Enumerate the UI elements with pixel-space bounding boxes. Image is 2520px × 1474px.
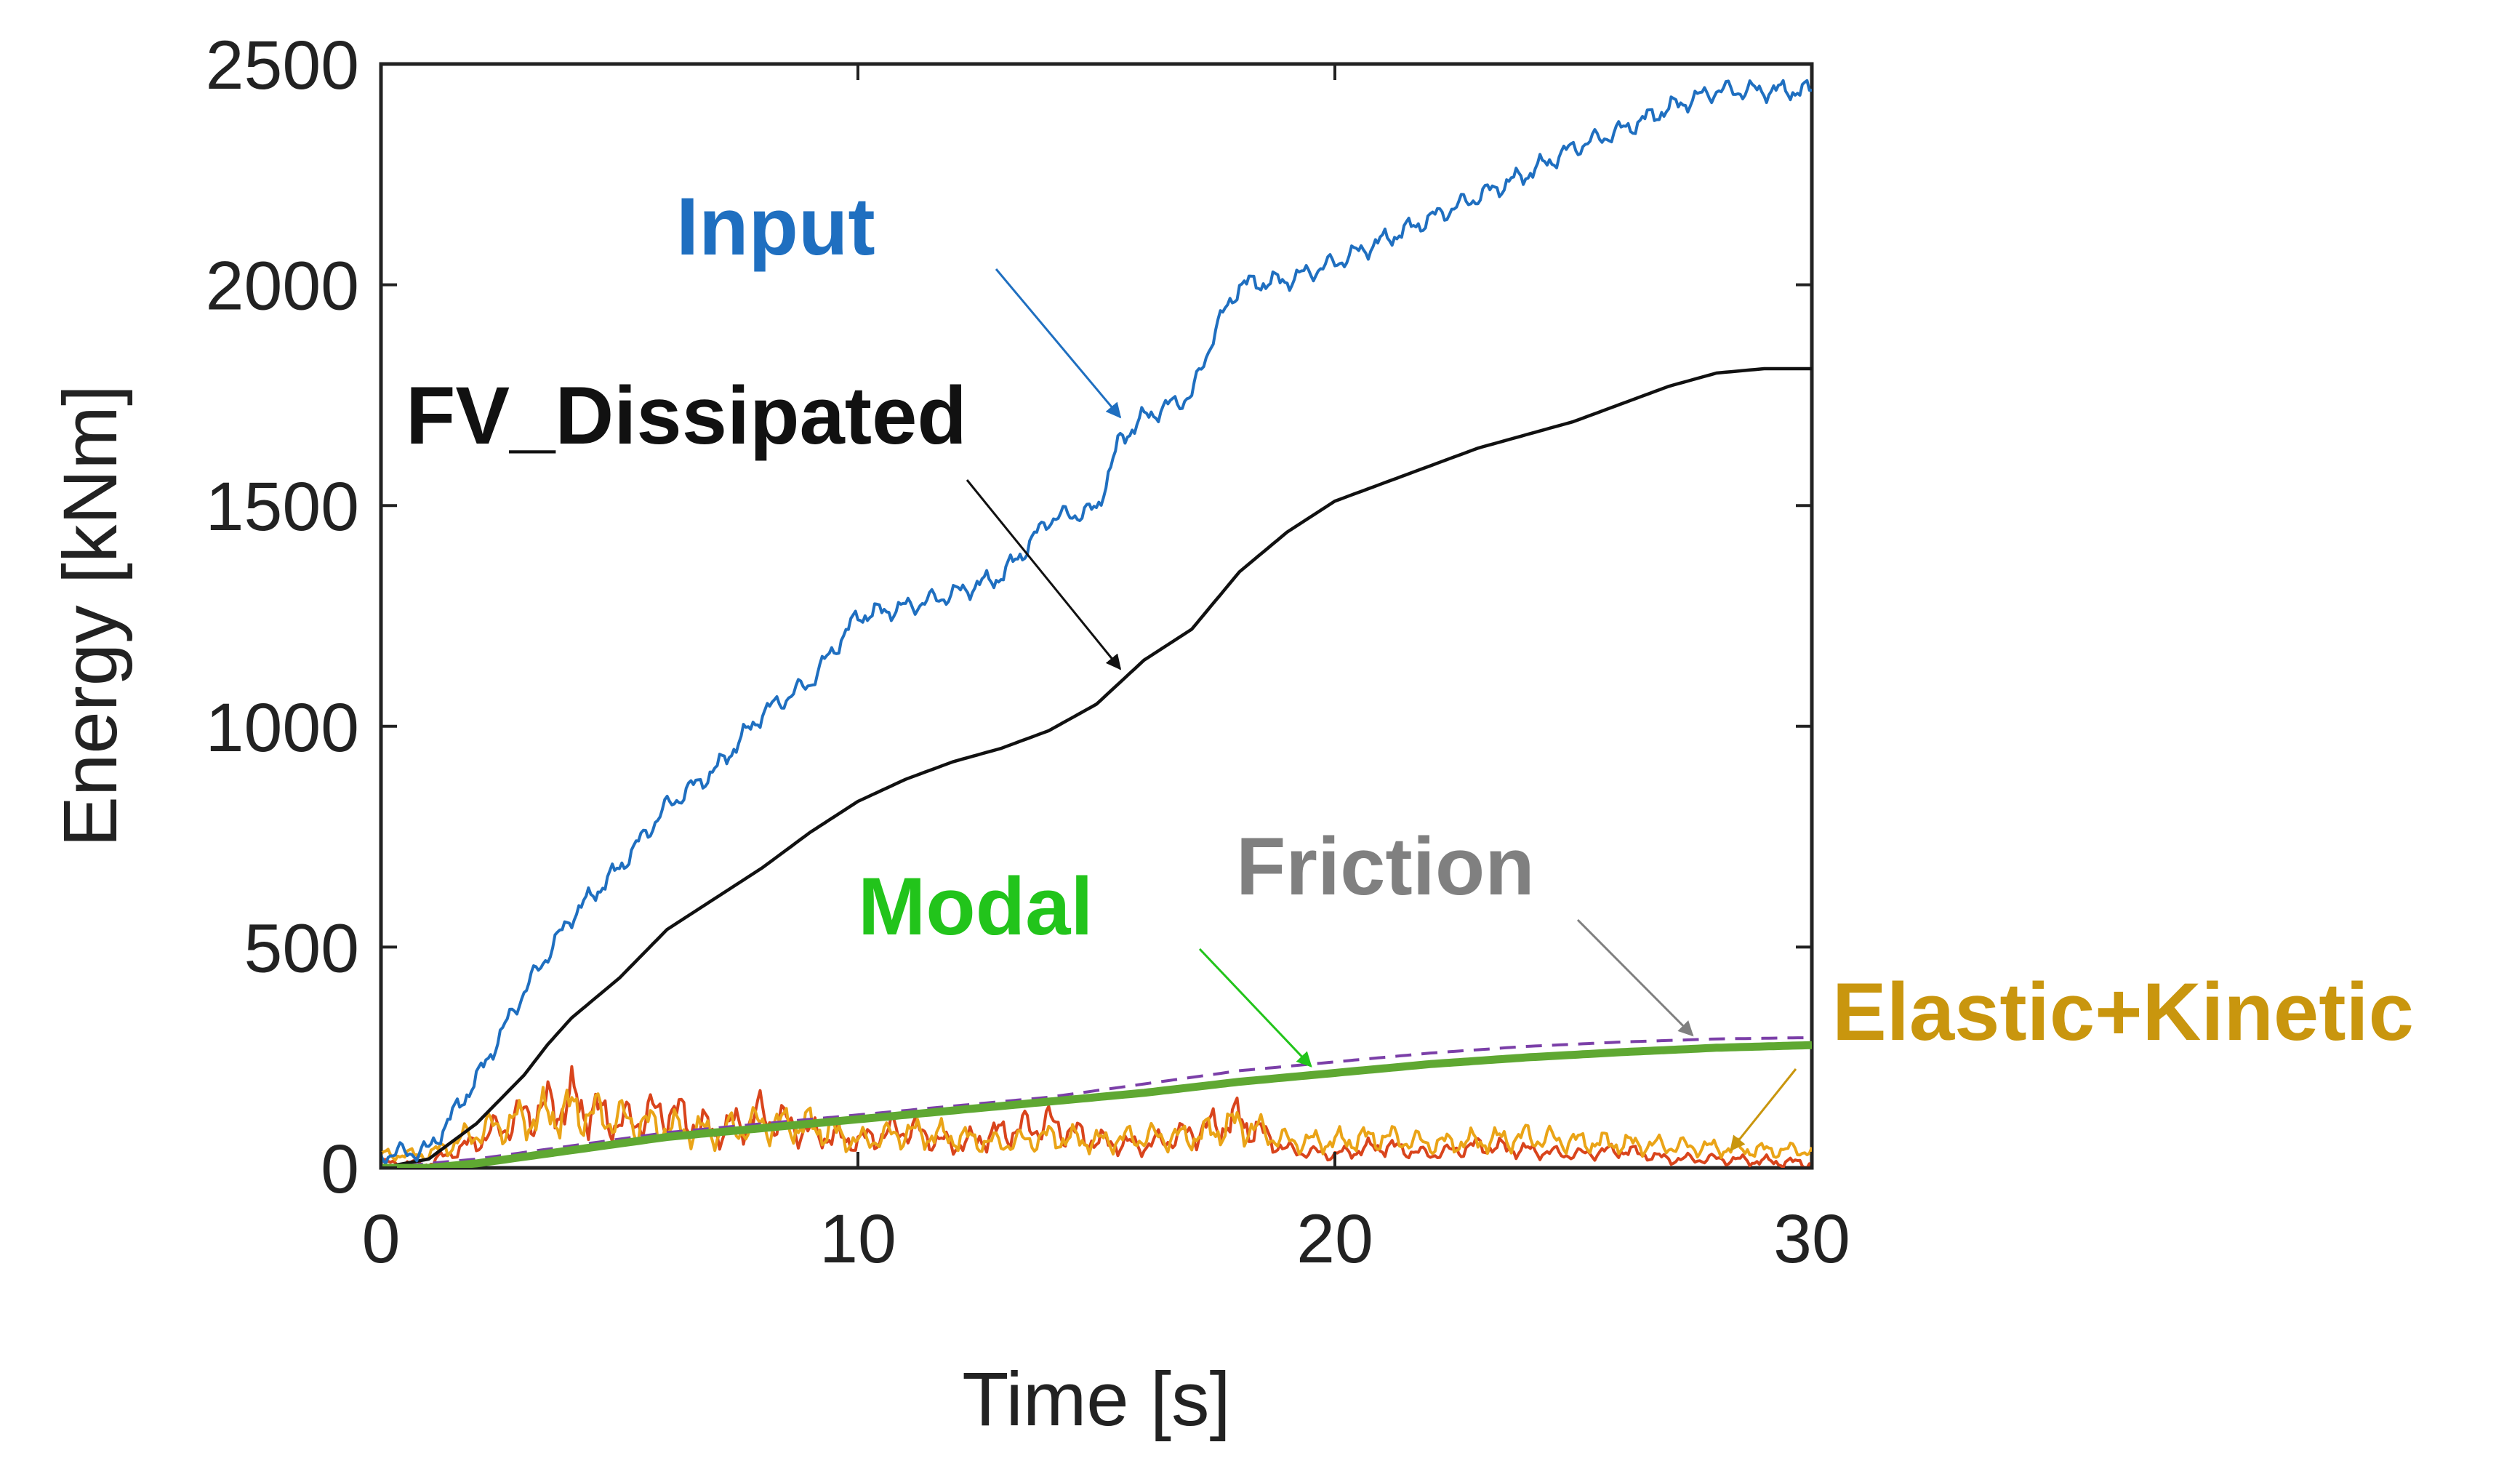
- y-tick-label: 1000: [206, 689, 359, 766]
- annotation-label-friction: Friction: [1236, 821, 1535, 912]
- series-line-fv-dissipated: [381, 367, 1812, 1168]
- tick-layer: 0 10 20 30 0 500 1000 1500 2000 2500: [206, 27, 1850, 1278]
- x-tick-label: 20: [1296, 1201, 1373, 1278]
- annotation-label-elastic-kinetic: Elastic+Kinetic: [1832, 966, 2414, 1057]
- annotation-arrow-fv-dissipated: [966, 479, 1122, 670]
- y-tick-label: 500: [244, 910, 359, 987]
- series-layer: [381, 79, 1812, 1168]
- series-line-input: [381, 79, 1812, 1165]
- annotation-arrow-input: [995, 268, 1122, 419]
- y-tick-label: 2000: [206, 248, 359, 325]
- annotation-arrow-elastic-kinetic: [1730, 1068, 1797, 1152]
- annotation-label-fv-dissipated: FV_Dissipated: [406, 370, 967, 461]
- series-line-elastic-kinetic: [381, 1086, 1812, 1162]
- annotation-arrow-modal: [1198, 948, 1312, 1068]
- series-line-friction: [381, 1036, 1812, 1168]
- y-tick-label: 1500: [206, 468, 359, 545]
- annotation-arrow-friction: [1576, 918, 1694, 1037]
- x-tick-label: 0: [362, 1201, 401, 1278]
- annotation-label-modal: Modal: [858, 861, 1094, 952]
- x-tick-label: 30: [1773, 1201, 1850, 1278]
- series-line-modal: [381, 1041, 1812, 1168]
- y-tick-label: 0: [321, 1131, 359, 1208]
- y-tick-label: 2500: [206, 27, 359, 104]
- plot-area: [379, 62, 1814, 1170]
- annotation-label-input: Input: [676, 181, 875, 272]
- annotation-layer: Input FV_Dissipated Friction Modal Elastic+K…: [406, 181, 2414, 1152]
- x-tick-label: 10: [819, 1201, 896, 1278]
- x-axis-title: Time [s]: [962, 1357, 1230, 1442]
- series-line-elastic-kinetic-red: [381, 1065, 1812, 1168]
- y-axis-title: Energy [kNm]: [48, 385, 133, 847]
